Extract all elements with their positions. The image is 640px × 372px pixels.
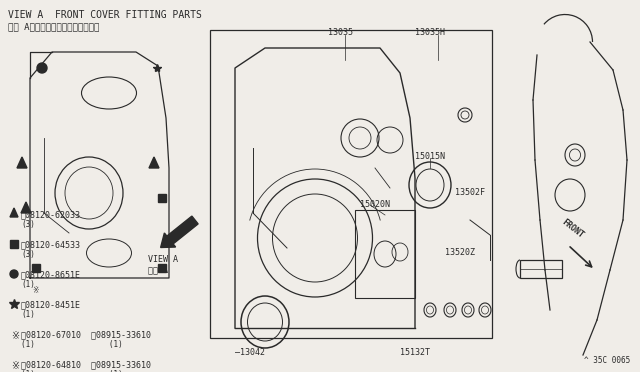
Text: Ⓑ08120-8451E: Ⓑ08120-8451E	[21, 300, 81, 309]
Polygon shape	[21, 202, 31, 213]
Text: 15015N: 15015N	[415, 152, 445, 161]
Text: 13035: 13035	[328, 28, 353, 37]
Text: (1)                (1): (1) (1)	[21, 370, 123, 372]
Text: 15020N: 15020N	[360, 200, 390, 209]
Text: (1): (1)	[21, 280, 35, 289]
Text: Ⓑ08120-64533: Ⓑ08120-64533	[21, 240, 81, 249]
Text: Ⓑ08120-62033: Ⓑ08120-62033	[21, 210, 81, 219]
Text: (1): (1)	[21, 310, 35, 319]
Circle shape	[37, 63, 47, 73]
Polygon shape	[17, 157, 27, 168]
Bar	[210, 30, 492, 338]
Text: ※: ※	[11, 361, 19, 371]
Text: (3): (3)	[21, 250, 35, 259]
Text: FRONT: FRONT	[560, 218, 585, 240]
Text: ^ 35C 0065: ^ 35C 0065	[584, 356, 630, 365]
Bar	[520, 260, 562, 278]
Text: VIEW A: VIEW A	[148, 255, 178, 264]
Text: (1)                (1): (1) (1)	[21, 340, 123, 349]
Text: 矢視 A: 矢視 A	[148, 265, 168, 274]
Text: 13502F: 13502F	[455, 188, 485, 197]
Circle shape	[10, 270, 18, 278]
Bar	[158, 194, 166, 202]
Bar	[355, 210, 415, 298]
Text: 13035H: 13035H	[415, 28, 445, 37]
FancyArrow shape	[161, 216, 198, 247]
Text: Ⓑ08120-8651E: Ⓑ08120-8651E	[21, 270, 81, 279]
Text: –13042: –13042	[235, 348, 265, 357]
Text: ※: ※	[11, 331, 19, 341]
Text: VIEW A  FRONT COVER FITTING PARTS: VIEW A FRONT COVER FITTING PARTS	[8, 10, 202, 20]
Bar	[158, 264, 166, 272]
Text: ※: ※	[32, 286, 38, 295]
Polygon shape	[10, 208, 18, 217]
Text: (3): (3)	[21, 220, 35, 229]
Text: 13520Z: 13520Z	[445, 248, 475, 257]
Text: Ⓑ08120-67010  Ⓦ08915-33610: Ⓑ08120-67010 Ⓦ08915-33610	[21, 330, 151, 339]
Text: 15132T: 15132T	[400, 348, 430, 357]
Bar	[10, 240, 18, 248]
Text: 矢視 A　　フロントカバー取付部品: 矢視 A フロントカバー取付部品	[8, 22, 99, 31]
Polygon shape	[149, 157, 159, 168]
Text: Ⓑ08120-64810  Ⓦ08915-33610: Ⓑ08120-64810 Ⓦ08915-33610	[21, 360, 151, 369]
Bar	[32, 264, 40, 272]
